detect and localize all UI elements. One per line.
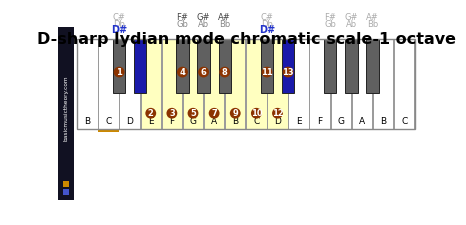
Circle shape	[198, 67, 209, 77]
Text: D#: D#	[111, 25, 127, 36]
Text: Db: Db	[261, 20, 273, 29]
Bar	[63, 189, 69, 195]
Text: G#: G#	[345, 13, 358, 22]
Text: 6: 6	[201, 68, 206, 76]
Circle shape	[145, 108, 156, 119]
Text: 4: 4	[179, 68, 185, 76]
Text: Bb: Bb	[219, 20, 230, 29]
Bar	[58, 27, 74, 200]
Bar	[219, 38, 231, 93]
Circle shape	[177, 67, 188, 77]
Text: C#: C#	[113, 13, 125, 22]
Circle shape	[166, 108, 177, 119]
Text: 11: 11	[261, 68, 273, 76]
Bar	[183, 38, 203, 129]
Circle shape	[261, 67, 272, 77]
Bar	[267, 38, 288, 129]
Text: 2: 2	[148, 109, 154, 118]
Text: C: C	[253, 117, 260, 126]
Text: E: E	[296, 117, 302, 126]
Text: B: B	[84, 117, 90, 126]
Text: F: F	[317, 117, 322, 126]
Text: Ab: Ab	[346, 20, 357, 29]
Text: 13: 13	[282, 68, 294, 76]
Bar	[288, 38, 309, 129]
Bar	[63, 181, 69, 187]
Text: 8: 8	[222, 68, 227, 76]
Text: F: F	[169, 117, 174, 126]
Bar	[345, 38, 357, 93]
Text: D: D	[126, 117, 133, 126]
Text: A: A	[211, 117, 217, 126]
Text: 7: 7	[211, 109, 217, 118]
Text: 10: 10	[251, 109, 262, 118]
Text: B: B	[232, 117, 238, 126]
Text: A#: A#	[218, 13, 231, 22]
Text: 3: 3	[169, 109, 175, 118]
Text: basicmusictheory.com: basicmusictheory.com	[63, 75, 69, 141]
Circle shape	[114, 67, 124, 77]
Circle shape	[272, 108, 283, 119]
Text: D-sharp lydian mode chromatic scale-1 octave: D-sharp lydian mode chromatic scale-1 oc…	[37, 32, 456, 47]
Circle shape	[230, 108, 240, 119]
Circle shape	[282, 67, 294, 77]
Bar	[366, 38, 379, 93]
Bar	[134, 38, 146, 93]
Bar	[77, 38, 98, 129]
Text: 12: 12	[272, 109, 283, 118]
Text: 5: 5	[190, 109, 196, 118]
Circle shape	[251, 108, 262, 119]
Bar	[261, 38, 273, 93]
Text: G: G	[190, 117, 197, 126]
Text: 1: 1	[116, 68, 122, 76]
Text: Bb: Bb	[367, 20, 378, 29]
Bar	[324, 38, 336, 93]
Bar	[282, 38, 294, 93]
Text: E: E	[148, 117, 154, 126]
Bar	[246, 38, 267, 129]
Bar	[98, 38, 119, 129]
Circle shape	[188, 108, 199, 119]
Text: Ab: Ab	[198, 20, 209, 29]
Bar	[352, 38, 372, 129]
Bar	[162, 38, 182, 129]
Text: C: C	[401, 117, 407, 126]
Text: 9: 9	[233, 109, 238, 118]
Bar	[198, 38, 210, 93]
Text: G: G	[337, 117, 344, 126]
Bar	[373, 38, 393, 129]
Text: F#: F#	[177, 13, 188, 22]
Bar	[204, 38, 224, 129]
Bar	[330, 38, 351, 129]
Text: F#: F#	[324, 13, 336, 22]
Circle shape	[209, 108, 219, 119]
Text: G#: G#	[197, 13, 210, 22]
Text: B: B	[380, 117, 386, 126]
Bar	[176, 38, 189, 93]
Bar	[394, 38, 414, 129]
Bar	[77, 38, 415, 129]
Text: D: D	[274, 117, 281, 126]
Text: D#: D#	[259, 25, 275, 36]
Text: C: C	[105, 117, 112, 126]
Text: A: A	[359, 117, 365, 126]
Text: C#: C#	[260, 13, 274, 22]
Bar	[119, 38, 140, 129]
Circle shape	[219, 67, 230, 77]
Bar	[225, 38, 246, 129]
Text: Gb: Gb	[177, 20, 188, 29]
Text: Db: Db	[113, 20, 125, 29]
Bar	[309, 38, 330, 129]
Bar	[113, 38, 125, 93]
Bar	[98, 129, 119, 133]
Text: Gb: Gb	[324, 20, 336, 29]
Bar	[141, 38, 161, 129]
Text: A#: A#	[366, 13, 379, 22]
